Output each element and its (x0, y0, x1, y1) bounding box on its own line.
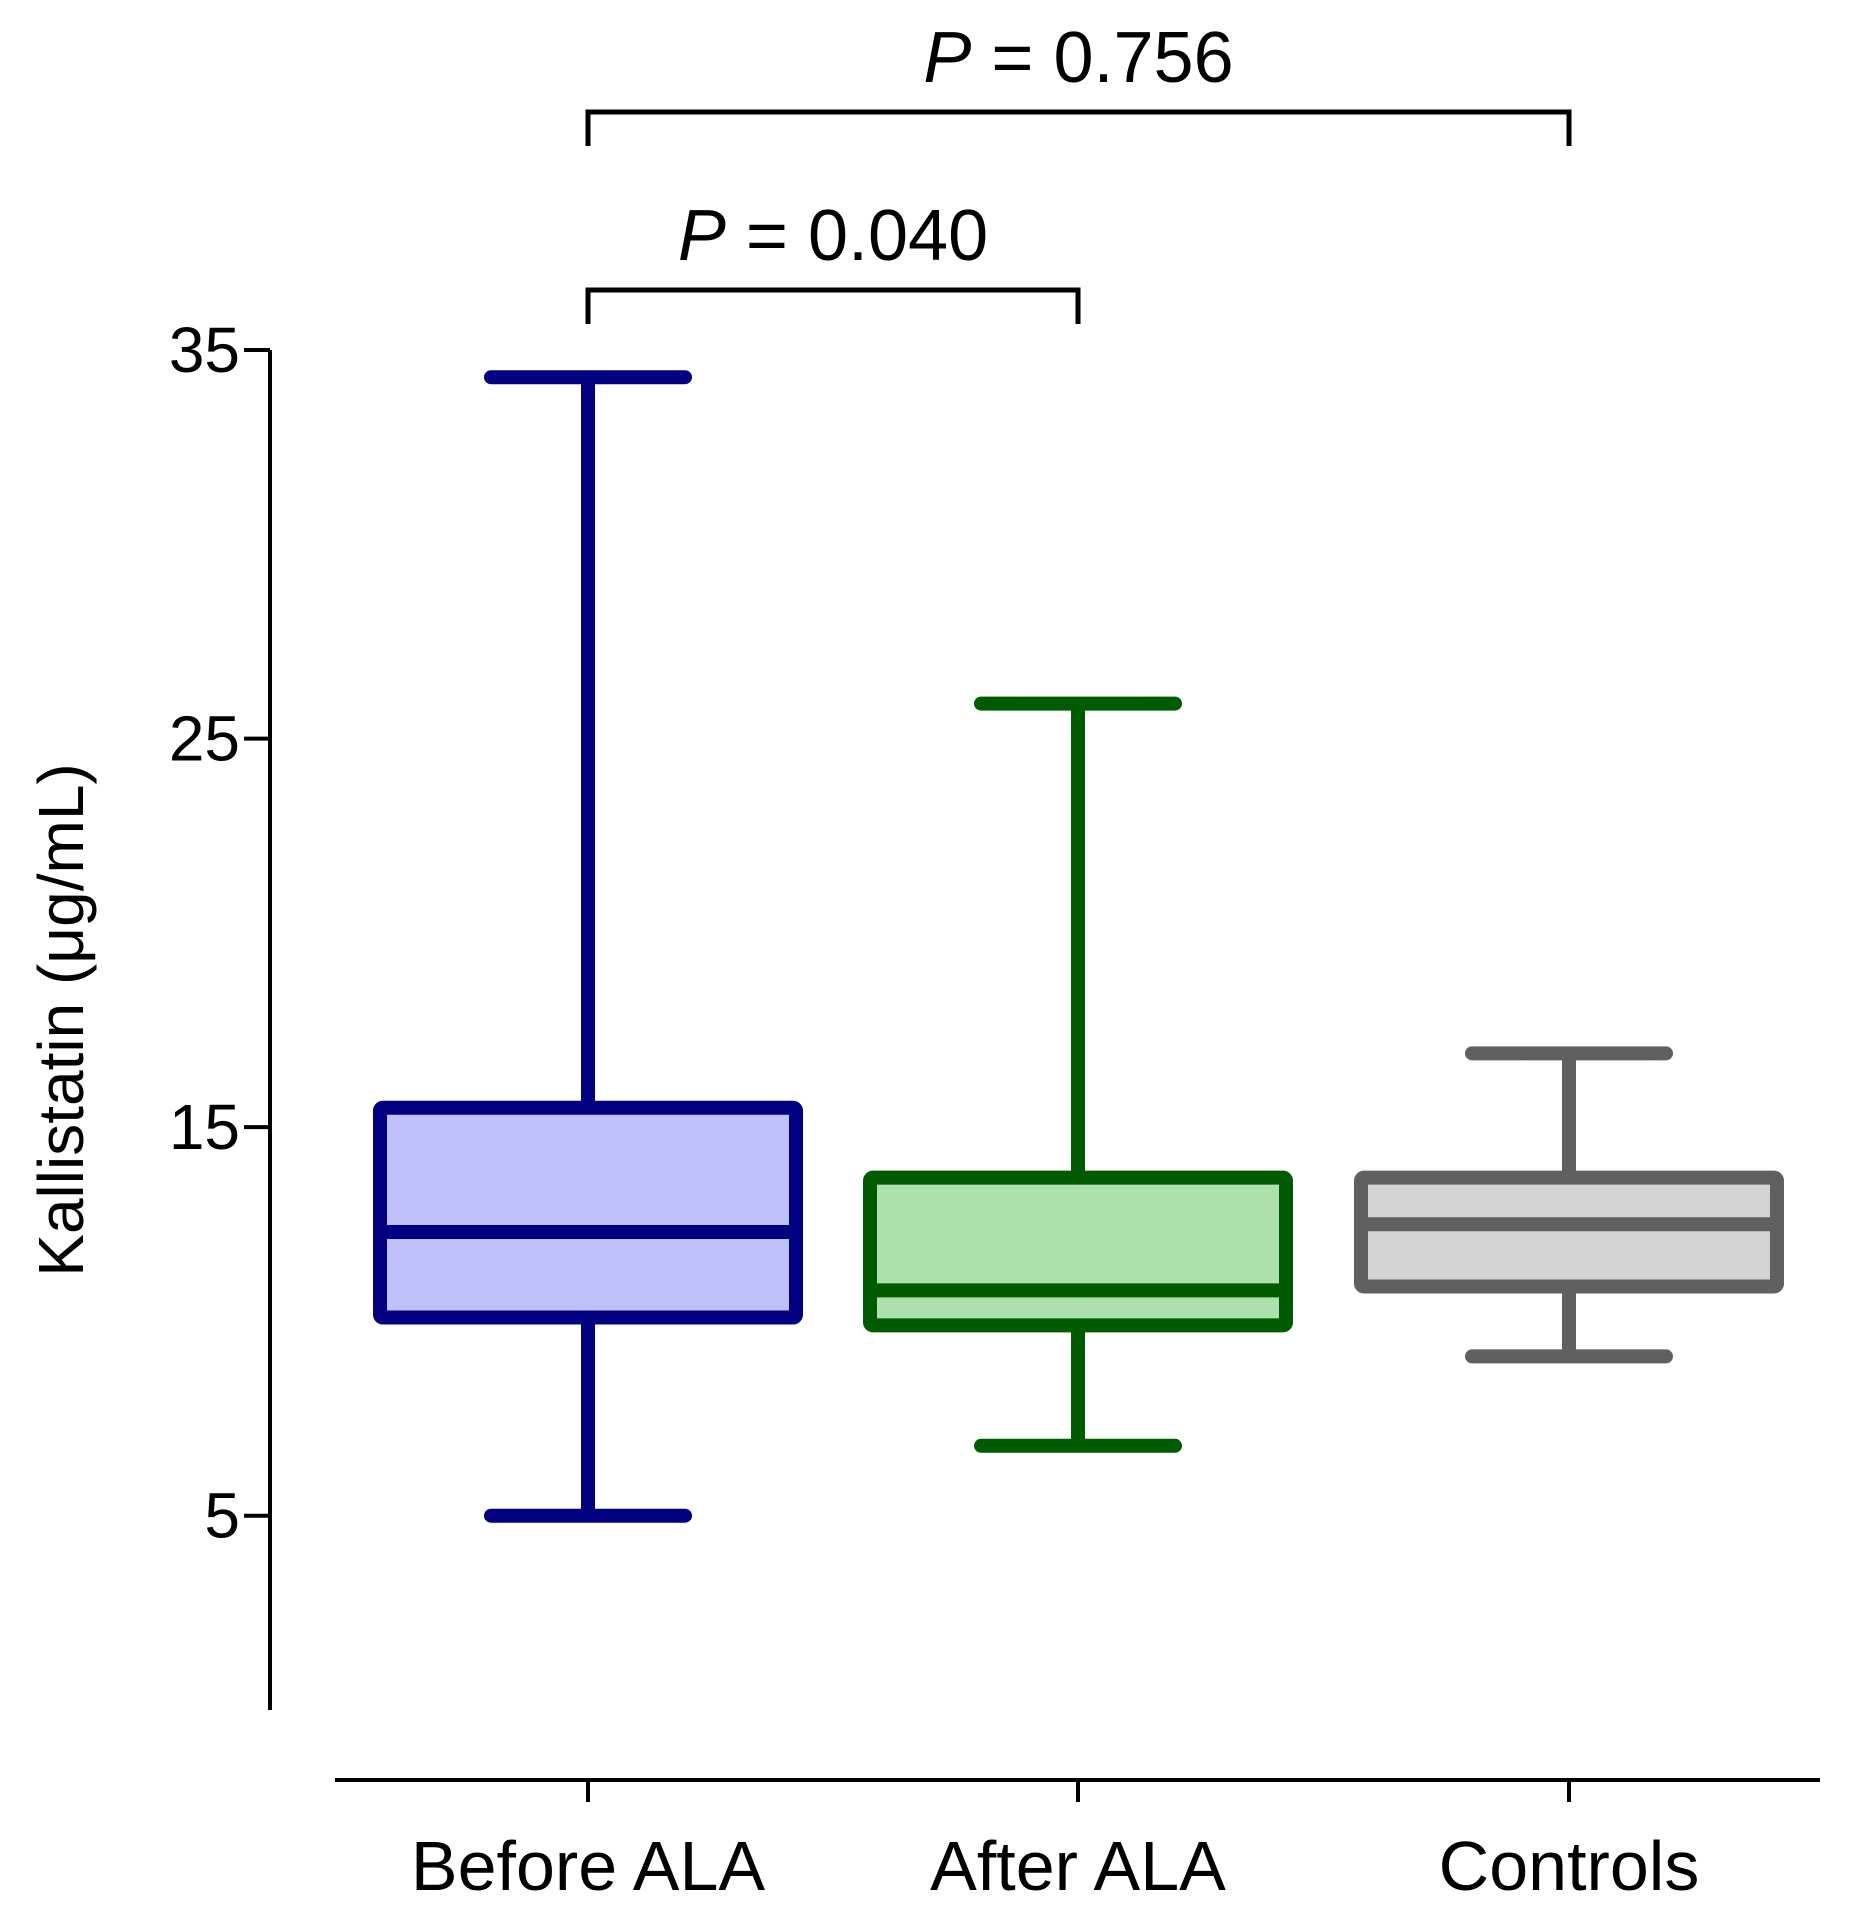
x-category-label: Controls (1439, 1827, 1700, 1905)
iqr-box (373, 1100, 803, 1325)
iqr-box (1354, 1170, 1784, 1294)
axes: 5 15 25 35 Before ALA After ALA Controls (169, 314, 1820, 1905)
p-value-label: P = 0.756 (923, 18, 1233, 98)
y-tick-label: 25 (169, 703, 240, 775)
y-tick-label: 5 (204, 1480, 240, 1552)
bracket-line (585, 287, 1081, 324)
p-symbol: P (923, 18, 971, 98)
p-value-text: = 0.756 (971, 18, 1233, 98)
box-controls (1354, 1046, 1784, 1364)
y-tick-label: 15 (169, 1091, 240, 1163)
boxes (373, 370, 1784, 1523)
p-value-label: P = 0.040 (678, 196, 988, 276)
y-axis-title: Kallistatin (μg/mL) (25, 763, 97, 1276)
significance-bracket: P = 0.756 (585, 18, 1572, 146)
iqr-box (863, 1170, 1293, 1333)
y-tick-label: 35 (169, 314, 240, 386)
significance-bracket: P = 0.040 (585, 196, 1081, 324)
bracket-line (585, 109, 1572, 146)
p-value-text: = 0.040 (726, 196, 988, 276)
box-after-ala (863, 696, 1293, 1453)
x-category-label: After ALA (930, 1827, 1226, 1905)
x-category-label: Before ALA (411, 1827, 765, 1905)
p-symbol: P (678, 196, 726, 276)
box-before-ala (373, 370, 803, 1523)
